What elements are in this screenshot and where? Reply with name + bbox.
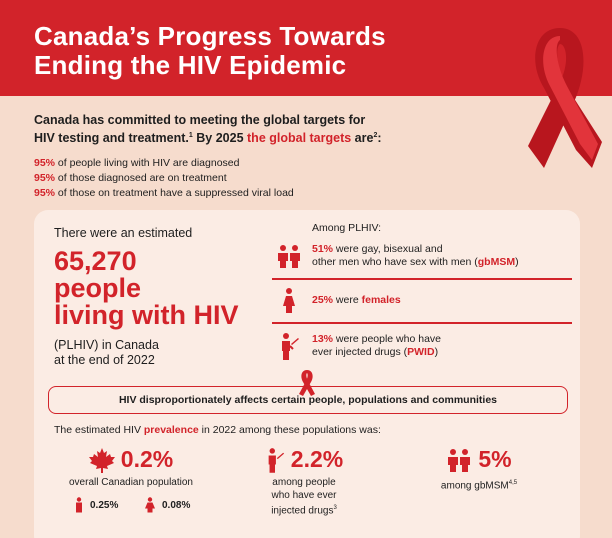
prevalence-male: 0.25% xyxy=(74,497,118,513)
target-item: 95% of people living with HIV are diagno… xyxy=(34,157,240,170)
target-item: 95% of those diagnosed are on treatment xyxy=(34,172,227,185)
prevalence-female: 0.08% xyxy=(144,497,190,513)
estimate-block: There were an estimated 65,270 people li… xyxy=(54,226,274,368)
intro-section: Canada has committed to meeting the glob… xyxy=(34,113,504,201)
among-plhiv-heading: Among PLHIV: xyxy=(312,222,382,234)
person-syringe-icon xyxy=(272,332,306,360)
target-item: 95% of those on treatment have a suppres… xyxy=(34,187,294,200)
red-ribbon-icon xyxy=(528,28,602,168)
person-syringe-icon xyxy=(268,447,284,473)
small-ribbon-icon xyxy=(299,370,315,396)
stats-card: There were an estimated 65,270 people li… xyxy=(34,210,580,538)
header-banner: Canada’s Progress Towards Ending the HIV… xyxy=(0,0,612,96)
stat-gbmsm: 51% were gay, bisexual and other men who… xyxy=(272,242,562,270)
prevalence-gbmsm: 5% among gbMSM4,5 xyxy=(440,446,518,492)
prevalence-pwid: 2.2% among people who have ever injected… xyxy=(229,446,379,518)
woman-icon xyxy=(145,497,155,513)
stat-females: 25% were females xyxy=(272,286,562,314)
maple-leaf-icon xyxy=(88,447,115,473)
divider xyxy=(272,322,572,324)
woman-icon xyxy=(272,286,306,314)
targets-list: 95% of people living with HIV are diagno… xyxy=(34,156,504,201)
page-title: Canada’s Progress Towards Ending the HIV… xyxy=(34,21,386,80)
stat-pwid: 13% were people who have ever injected d… xyxy=(272,332,562,360)
prevalence-heading: The estimated HIV prevalence in 2022 amo… xyxy=(54,424,381,436)
divider xyxy=(272,278,572,280)
two-men-icon xyxy=(272,242,306,270)
intro-lead: Canada has committed to meeting the glob… xyxy=(34,113,382,146)
estimate-headline: 65,270 people living with HIV xyxy=(54,246,239,330)
prevalence-overall: 0.2% overall Canadian population xyxy=(69,446,193,488)
man-icon xyxy=(76,497,82,513)
two-men-icon xyxy=(448,448,471,472)
